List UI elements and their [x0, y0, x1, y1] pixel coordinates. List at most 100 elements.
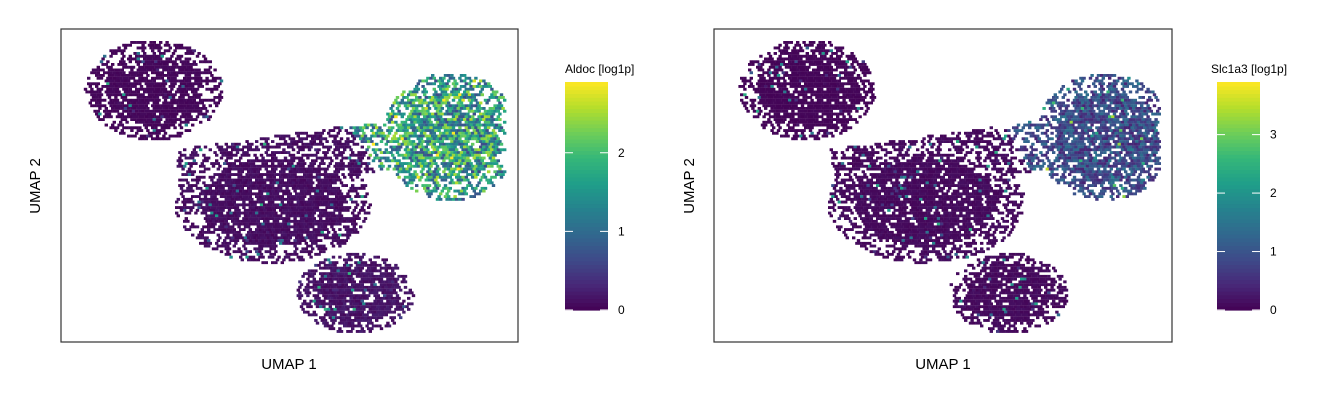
hex-cell [187, 156, 192, 160]
hex-cell [336, 302, 340, 306]
hex-cell [456, 156, 460, 160]
hex-cell [863, 63, 867, 66]
hex-cell [176, 214, 180, 218]
hex-cell [115, 71, 120, 75]
hex-cell [259, 192, 264, 196]
hex-cell [250, 236, 254, 240]
hex-cell [179, 43, 184, 47]
hex-cell [311, 313, 315, 317]
hex-cell [189, 153, 193, 157]
hex-cell [403, 131, 408, 135]
hex-cell [421, 118, 425, 121]
hex-cell [176, 71, 180, 75]
hex-cell [319, 178, 323, 182]
hex-cell [339, 208, 344, 212]
hex-cell [344, 195, 348, 198]
hex-cell [336, 219, 340, 223]
hex-cell [338, 255, 342, 259]
hex-cell [232, 206, 236, 209]
hex-cell [170, 93, 174, 97]
hex-cell [346, 313, 350, 317]
hex-cell [183, 208, 187, 212]
hex-cell [235, 145, 240, 149]
hex-cell [186, 120, 190, 124]
hex-cell [842, 93, 846, 97]
hex-cell [808, 85, 813, 88]
hex-cell [439, 126, 443, 130]
hex-cell [223, 189, 227, 193]
hex-cell [144, 65, 148, 69]
hex-cell [274, 222, 278, 226]
hex-cell [445, 175, 449, 179]
hex-cell [416, 142, 420, 146]
hex-cell [338, 167, 342, 171]
hex-cell [464, 82, 468, 86]
hex-cell [259, 230, 264, 234]
hex-cell [291, 181, 296, 185]
hex-cell [272, 247, 276, 251]
hex-cell [227, 181, 232, 185]
hex-cell [293, 173, 297, 176]
hex-cell [410, 302, 414, 306]
hex-cell [467, 115, 472, 119]
hex-cell [347, 294, 352, 298]
hex-cell [191, 200, 195, 204]
hex-cell [151, 49, 155, 53]
hex-cell [1096, 74, 1101, 77]
hex-cell [322, 288, 326, 292]
hex-cell [162, 123, 166, 127]
hex-cell [493, 170, 497, 174]
hex-cell [495, 107, 499, 110]
hex-cell [1125, 85, 1129, 88]
hex-cell [168, 85, 172, 88]
hex-cell [96, 115, 100, 119]
hex-cell [226, 200, 230, 204]
hex-cell [456, 129, 460, 132]
hex-cell [130, 101, 134, 105]
hex-cell [250, 181, 254, 185]
hex-cell [810, 54, 814, 58]
hex-cell [354, 222, 358, 226]
hex-cell [136, 68, 140, 72]
hex-cell [770, 90, 774, 94]
hex-cell [285, 197, 289, 201]
hex-cell [271, 255, 275, 259]
hex-cell [287, 255, 291, 259]
hex-cell [133, 57, 137, 61]
hex-cell [386, 167, 390, 171]
hex-cell [112, 87, 116, 91]
hex-cell [816, 49, 821, 53]
hex-cell [175, 57, 179, 61]
hex-cell [303, 206, 307, 209]
hex-cell [199, 192, 203, 196]
hex-cell [331, 310, 336, 314]
hex-cell [786, 46, 790, 50]
hex-cell [128, 109, 132, 113]
hex-cell [448, 181, 452, 185]
hex-cell [376, 288, 380, 292]
hex-cell [453, 90, 457, 94]
hex-cell [499, 93, 504, 97]
hex-cell [224, 214, 228, 218]
hex-cell [179, 164, 184, 168]
hex-cell [796, 74, 800, 77]
hex-cell [491, 90, 496, 94]
hex-cell [419, 148, 424, 152]
hex-cell [157, 76, 161, 80]
hex-cell [405, 118, 409, 121]
hex-cell [189, 208, 193, 212]
hex-cell [320, 319, 324, 322]
hex-cell [861, 87, 865, 91]
hex-cell [226, 184, 230, 187]
hex-cell [136, 101, 140, 105]
hex-cell [285, 175, 289, 179]
colorbar-segment [565, 245, 608, 250]
hex-cell [338, 272, 342, 276]
hex-cell [376, 299, 380, 303]
hex-cell [327, 236, 331, 240]
hex-cell [304, 142, 308, 146]
hex-cell [349, 219, 353, 223]
hex-cell [463, 118, 467, 121]
hex-cell [435, 186, 440, 190]
hex-cell [1112, 74, 1117, 77]
